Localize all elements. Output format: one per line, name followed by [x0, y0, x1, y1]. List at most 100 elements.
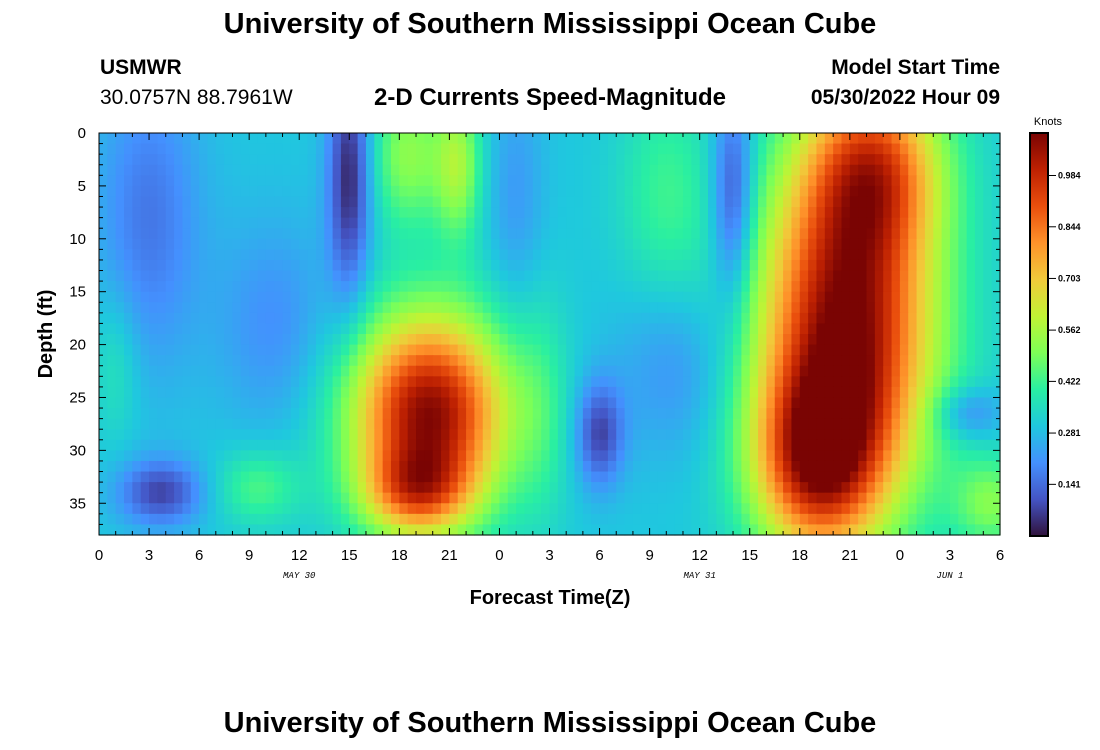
heatmap-cell — [899, 386, 909, 399]
heatmap-cell — [190, 450, 200, 462]
heatmap-cell — [924, 143, 934, 155]
heatmap-cell — [157, 281, 167, 293]
heatmap-cell — [491, 439, 501, 451]
heatmap-cell — [224, 429, 234, 441]
heatmap-cell — [941, 133, 951, 145]
heatmap-cell — [674, 323, 684, 335]
heatmap-cell — [557, 450, 567, 462]
heatmap-cell — [524, 482, 534, 494]
heatmap-cell — [441, 196, 450, 208]
heatmap-cell — [899, 524, 909, 536]
heatmap-cell — [599, 418, 609, 430]
heatmap-cell — [274, 207, 284, 219]
heatmap-cell — [682, 196, 692, 208]
heatmap-cell — [916, 323, 926, 335]
heatmap-cell — [724, 460, 734, 473]
heatmap-cell — [899, 196, 909, 208]
heatmap-cell — [132, 270, 142, 282]
heatmap-cell — [199, 334, 209, 346]
heatmap-cell — [224, 259, 234, 272]
heatmap-cell — [557, 397, 567, 409]
heatmap-cell — [499, 323, 509, 335]
heatmap-cell — [841, 217, 851, 229]
heatmap-cell — [232, 164, 242, 176]
heatmap-cell — [733, 185, 742, 198]
heatmap-cell — [791, 281, 801, 293]
heatmap-cell — [891, 439, 901, 451]
heatmap-cell — [891, 386, 901, 399]
heatmap-cell — [691, 450, 701, 462]
heatmap-cell — [332, 365, 342, 377]
heatmap-cell — [758, 164, 767, 176]
heatmap-cell — [532, 207, 542, 219]
heatmap-cell — [307, 207, 317, 219]
heatmap-cell — [357, 312, 367, 325]
heatmap-cell — [983, 312, 993, 325]
heatmap-cell — [582, 312, 592, 325]
heatmap-cell — [457, 323, 467, 335]
heatmap-cell — [416, 429, 425, 441]
heatmap-cell — [474, 503, 484, 515]
heatmap-cell — [324, 249, 334, 261]
heatmap-cell — [974, 376, 984, 388]
heatmap-cell — [390, 228, 400, 240]
heatmap-cell — [649, 133, 659, 145]
heatmap-cell — [632, 492, 642, 504]
heatmap-cell — [132, 365, 142, 377]
heatmap-cell — [766, 482, 776, 494]
heatmap-cell — [190, 503, 200, 515]
heatmap-cell — [591, 302, 601, 314]
heatmap-cell — [232, 460, 242, 473]
heatmap-cell — [382, 376, 392, 388]
heatmap-cell — [357, 249, 367, 261]
heatmap-cell — [691, 270, 701, 282]
heatmap-cell — [599, 196, 609, 208]
heatmap-cell — [457, 355, 467, 367]
heatmap-cell — [557, 524, 567, 536]
heatmap-cell — [966, 439, 976, 451]
heatmap-cell — [349, 450, 359, 462]
heatmap-cell — [466, 460, 476, 473]
heatmap-cell — [649, 365, 659, 377]
heatmap-cell — [466, 471, 476, 483]
heatmap-cell — [991, 238, 1001, 250]
heatmap-cell — [949, 471, 959, 483]
heatmap-cell — [165, 503, 175, 515]
heatmap-cell — [974, 323, 984, 335]
heatmap-cell — [165, 154, 175, 166]
heatmap-cell — [791, 460, 801, 473]
heatmap-cell — [432, 386, 442, 399]
heatmap-cell — [190, 270, 200, 282]
heatmap-cell — [399, 270, 409, 282]
heatmap-cell — [215, 492, 225, 504]
heatmap-cell — [591, 365, 601, 377]
heatmap-cell — [866, 450, 876, 462]
heatmap-cell — [340, 386, 350, 399]
heatmap-cell — [482, 133, 492, 145]
heatmap-cell — [774, 355, 784, 367]
heatmap-cell — [215, 291, 225, 303]
heatmap-cell — [924, 386, 934, 399]
heatmap-cell — [340, 249, 350, 261]
heatmap-cell — [841, 164, 851, 176]
heatmap-cell — [708, 164, 717, 176]
y-tick-label: 0 — [78, 125, 86, 142]
heatmap-cell — [632, 185, 642, 198]
heatmap-cell — [491, 217, 501, 229]
heatmap-cell — [491, 429, 501, 441]
heatmap-cell — [365, 259, 375, 272]
heatmap-cell — [115, 291, 125, 303]
heatmap-cell — [257, 259, 267, 272]
heatmap-cell — [374, 302, 384, 314]
heatmap-cell — [808, 249, 818, 261]
heatmap-cell — [716, 228, 726, 240]
heatmap-cell — [224, 355, 234, 367]
heatmap-cell — [632, 196, 642, 208]
heatmap-cell — [224, 143, 234, 155]
heatmap-cell — [799, 164, 809, 176]
heatmap-cell — [424, 228, 434, 240]
heatmap-cell — [758, 270, 767, 282]
heatmap-cell — [282, 281, 292, 293]
heatmap-cell — [724, 450, 734, 462]
heatmap-cell — [190, 185, 200, 198]
